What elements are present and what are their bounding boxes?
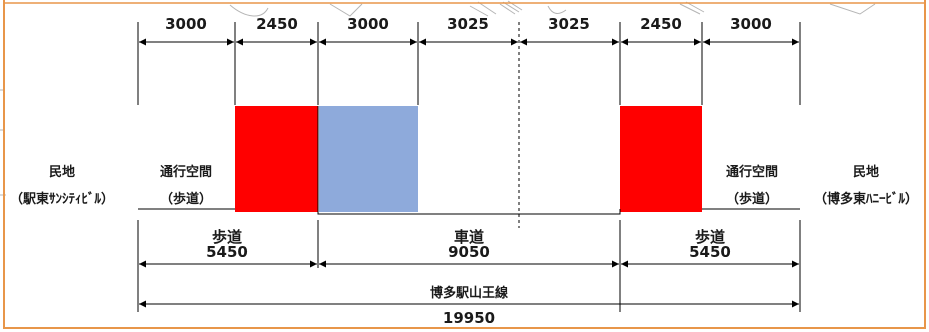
right-sidewalk-name: 歩道 (695, 228, 725, 246)
left-land-label: 民地 (49, 164, 75, 180)
roadway-lane-block (319, 106, 418, 212)
total-width-label: 19950 (443, 309, 495, 327)
left-passage-label: 通行空間 (160, 164, 212, 180)
right-sidewalk-block (620, 106, 702, 212)
section-dimension-arrows (139, 260, 799, 308)
left-sidewalk-width: 5450 (206, 243, 248, 261)
dim-label-3: 3000 (347, 15, 389, 33)
dim-label-7: 3000 (730, 15, 772, 33)
right-land-owner: （博多東ﾊﾆｰﾋﾞﾙ） (814, 191, 918, 207)
right-side-labels: 通行空間 （歩道） 民地 （博多東ﾊﾆｰﾋﾞﾙ） (726, 164, 918, 207)
left-sidewalk-block (235, 106, 318, 212)
ground-line (138, 106, 800, 215)
left-side-labels: 民地 （駅東ｻﾝｼﾃｨﾋﾞﾙ） 通行空間 （歩道） (10, 164, 212, 207)
diagram-frame (3, 0, 926, 329)
right-land-label: 民地 (853, 164, 879, 180)
right-passage-type: （歩道） (726, 191, 778, 207)
dim-label-4: 3025 (447, 15, 489, 33)
roadway-name: 車道 (454, 228, 484, 246)
dim-label-5: 3025 (548, 15, 590, 33)
dim-label-6: 2450 (640, 15, 682, 33)
extension-lines (137, 22, 801, 312)
road-name-label: 博多駅山王線 (430, 285, 509, 301)
left-passage-type: （歩道） (160, 191, 212, 207)
left-land-owner: （駅東ｻﾝｼﾃｨﾋﾞﾙ） (10, 191, 114, 207)
top-dimension-labels: 3000 2450 3000 3025 3025 2450 3000 (165, 15, 772, 33)
roadway-width: 9050 (448, 243, 490, 261)
dim-label-2: 2450 (256, 15, 298, 33)
right-sidewalk-width: 5450 (689, 243, 731, 261)
left-sidewalk-name: 歩道 (212, 228, 242, 246)
dim-label-1: 3000 (165, 15, 207, 33)
right-passage-label: 通行空間 (726, 164, 778, 180)
